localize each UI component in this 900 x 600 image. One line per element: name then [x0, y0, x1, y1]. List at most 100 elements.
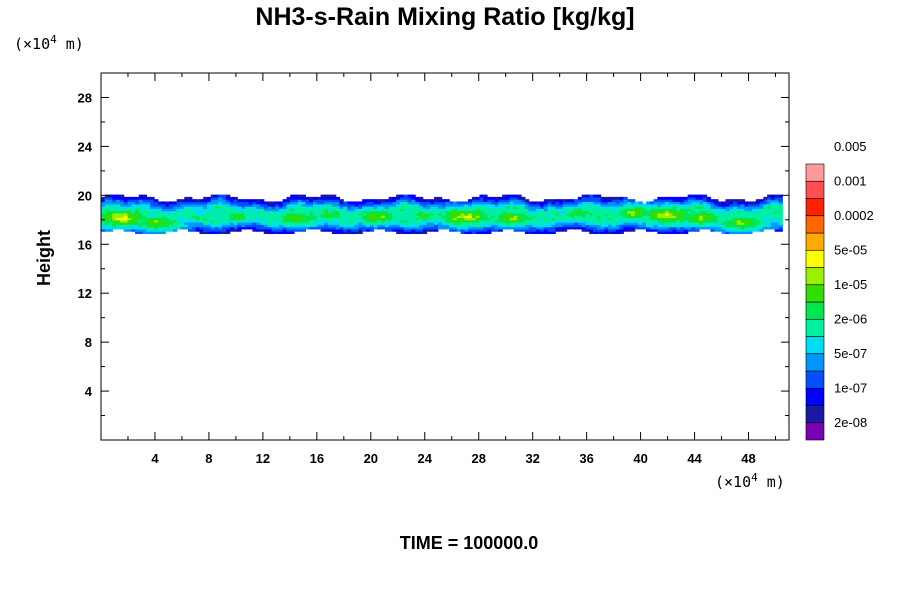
field-cell	[206, 224, 212, 228]
field-cell	[259, 201, 265, 205]
field-cell	[585, 206, 590, 209]
field-cell	[672, 228, 677, 232]
field-cell	[365, 224, 371, 228]
field-cell	[589, 228, 594, 232]
field-cell	[176, 224, 182, 228]
field-cell	[649, 210, 655, 214]
field-cell	[108, 217, 113, 221]
field-cell	[290, 203, 295, 207]
field-cell	[146, 196, 151, 200]
field-cell	[161, 203, 166, 207]
field-cell	[422, 224, 428, 228]
field-cell	[744, 203, 749, 207]
field-cell	[324, 210, 329, 214]
field-cell	[275, 224, 280, 228]
field-cell	[702, 206, 708, 209]
field-cell	[312, 219, 318, 223]
field-cell	[350, 208, 356, 212]
field-cell	[191, 224, 197, 228]
field-cell	[150, 219, 155, 223]
field-cell	[320, 219, 325, 223]
field-cell	[290, 208, 295, 212]
field-cell	[350, 222, 356, 225]
field-cell	[237, 210, 242, 214]
field-cell	[475, 201, 481, 205]
field-cell	[339, 208, 344, 212]
field-cell	[638, 224, 643, 228]
field-cell	[430, 206, 435, 209]
field-cell	[430, 215, 435, 219]
field-cell	[411, 219, 416, 223]
field-cell	[547, 224, 552, 228]
field-cell	[430, 201, 435, 205]
field-cell	[759, 201, 764, 205]
field-cell	[770, 201, 776, 205]
field-cell	[490, 228, 496, 232]
field-cell	[112, 226, 117, 230]
field-cell	[725, 203, 730, 207]
field-cell	[108, 203, 113, 207]
field-cell	[418, 196, 424, 200]
field-cell	[415, 222, 420, 225]
field-cell	[452, 215, 458, 219]
field-cell	[630, 212, 636, 216]
field-cell	[733, 201, 738, 205]
field-cell	[347, 224, 352, 228]
field-cell	[222, 219, 227, 223]
field-cell	[721, 203, 727, 207]
field-cell	[555, 210, 560, 214]
field-cell	[593, 224, 598, 228]
field-cell	[733, 203, 738, 207]
field-cell	[676, 196, 681, 200]
field-cell	[502, 203, 507, 207]
y-tick-label: 24	[78, 139, 93, 154]
field-cell	[683, 217, 689, 221]
field-cell	[135, 222, 140, 225]
field-cell	[646, 208, 651, 212]
field-cell	[483, 201, 488, 205]
field-cell	[657, 199, 662, 203]
field-cell	[672, 219, 677, 223]
field-cell	[611, 203, 617, 207]
field-cell	[206, 203, 212, 207]
field-cell	[108, 208, 113, 212]
field-cell	[263, 212, 269, 216]
field-cell	[521, 201, 526, 205]
field-cell	[676, 203, 681, 207]
field-cell	[267, 201, 272, 205]
field-cell	[112, 219, 117, 223]
field-cell	[142, 219, 148, 223]
field-cell	[312, 222, 318, 225]
field-cell	[710, 226, 715, 230]
field-cell	[218, 210, 223, 214]
field-cell	[101, 210, 106, 214]
field-cell	[259, 199, 265, 203]
field-cell	[350, 210, 356, 214]
field-cell	[691, 208, 696, 212]
field-cell	[664, 224, 670, 228]
field-cell	[748, 226, 753, 230]
field-cell	[725, 206, 730, 209]
colorbar-swatch	[805, 163, 825, 182]
field-cell	[456, 206, 462, 209]
field-cell	[430, 228, 435, 232]
field-cell	[294, 224, 299, 228]
x-tick-label: 32	[525, 451, 539, 466]
field-cell	[441, 212, 447, 216]
field-cell	[396, 208, 401, 212]
field-cell	[751, 206, 757, 209]
field-cell	[263, 231, 269, 235]
field-cell	[176, 219, 182, 223]
field-cell	[551, 224, 556, 228]
field-cell	[536, 217, 541, 221]
field-cell	[509, 201, 515, 205]
field-cell	[767, 194, 772, 198]
field-cell	[505, 203, 511, 207]
field-cell	[210, 228, 216, 232]
field-cell	[517, 203, 522, 207]
field-cell	[521, 212, 526, 216]
field-cell	[524, 215, 530, 219]
field-cell	[528, 208, 534, 212]
colorbar-swatch	[805, 215, 825, 234]
field-cell	[487, 206, 492, 209]
